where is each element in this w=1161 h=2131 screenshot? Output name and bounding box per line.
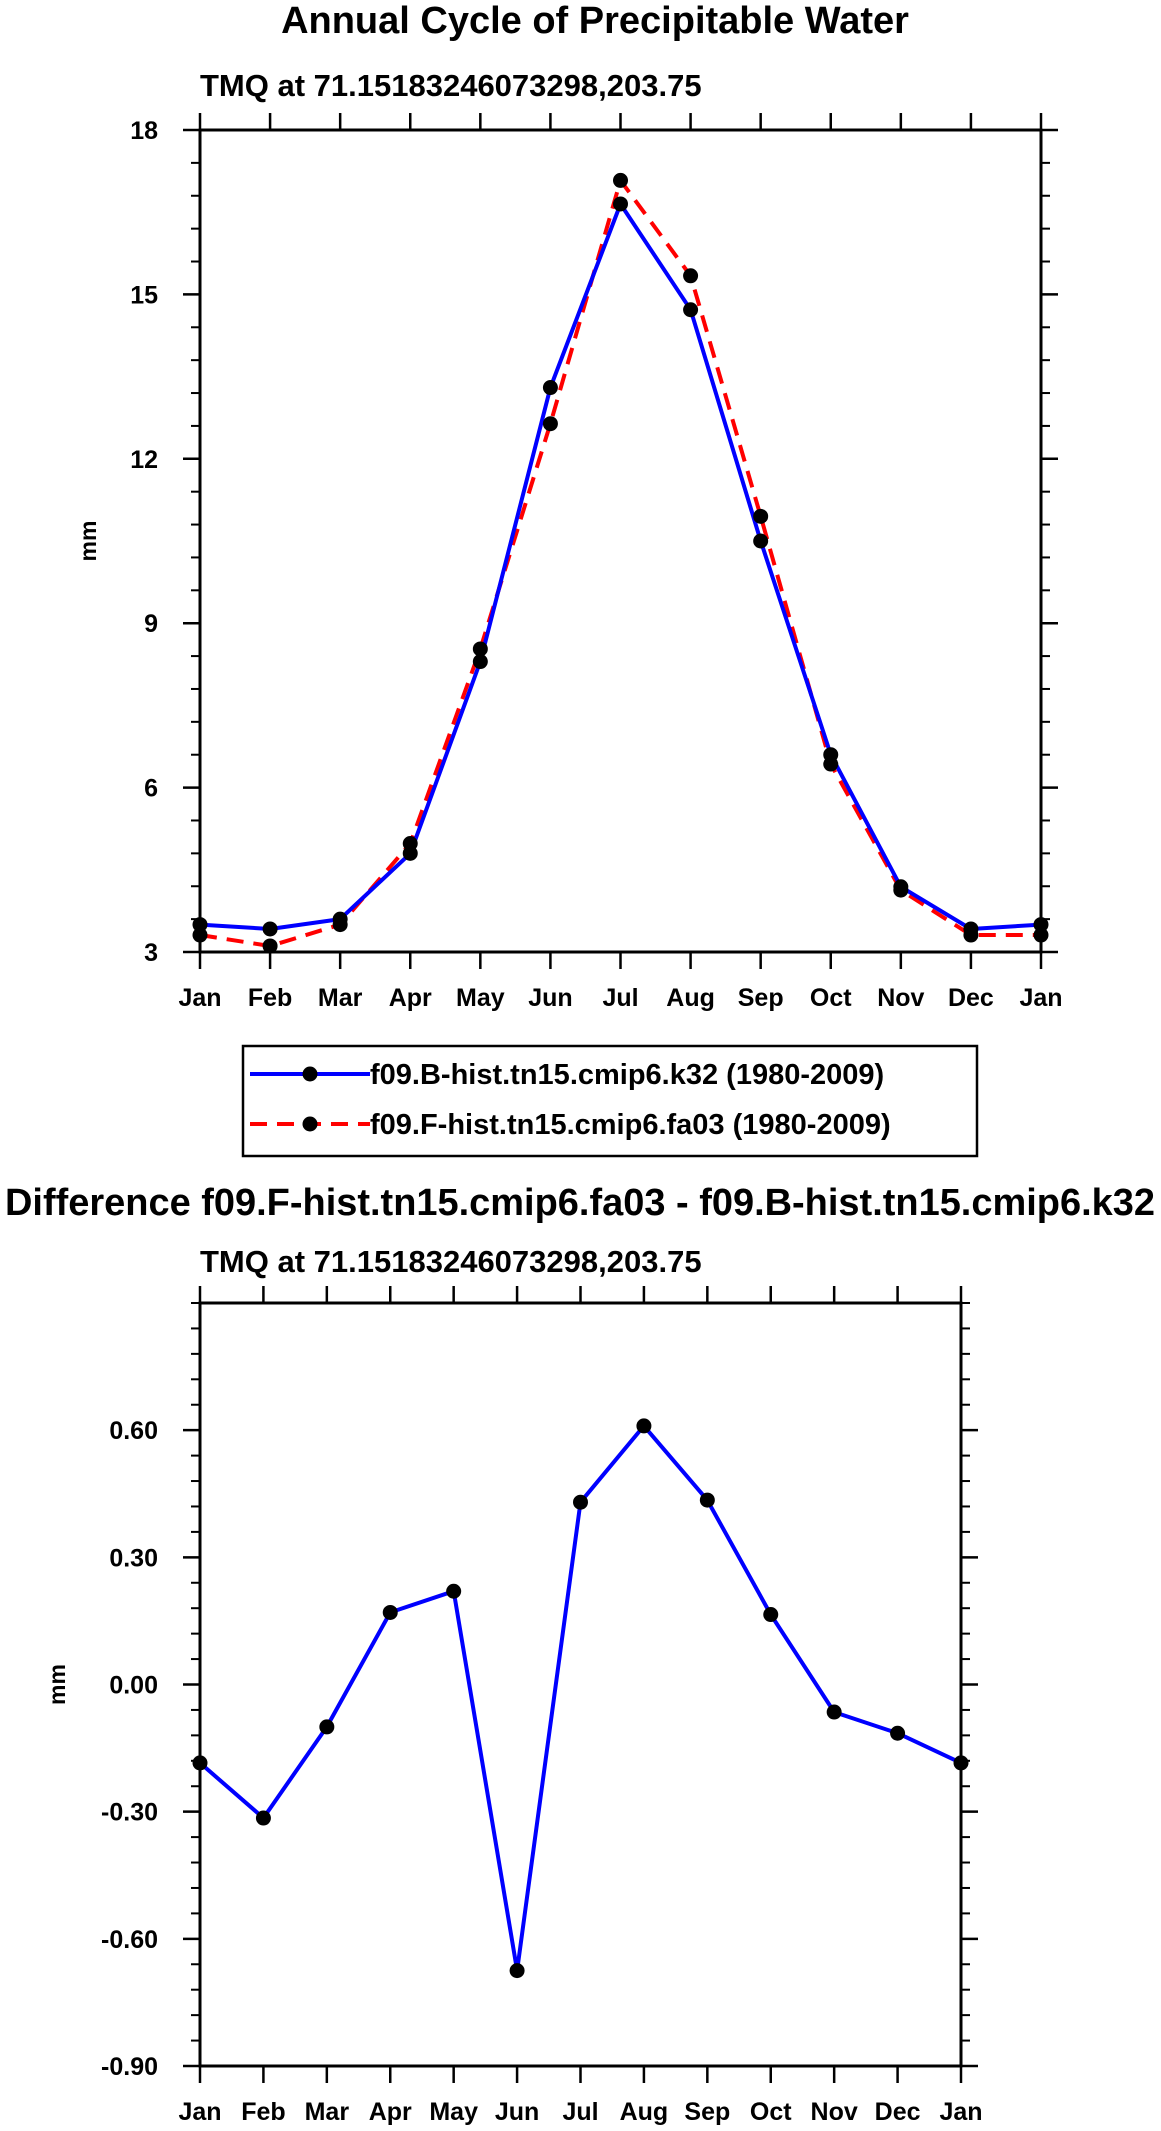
y-tick-label: 15 — [130, 281, 158, 309]
series-1-point — [542, 380, 558, 396]
x-tick-label: Apr — [369, 2098, 412, 2126]
y-tick-label: -0.90 — [101, 2053, 158, 2081]
series-1-point — [509, 1963, 525, 1979]
x-tick-label: Feb — [248, 984, 292, 1012]
series-2-point — [613, 172, 628, 188]
series-1-point — [446, 1583, 462, 1599]
series-1-point — [953, 1755, 969, 1771]
series-1-point — [636, 1418, 652, 1434]
series-1-point — [763, 1607, 779, 1623]
x-tick-label: Jan — [178, 2098, 221, 2126]
y-tick-label: -0.30 — [101, 1799, 158, 1827]
y-tick-label: -0.60 — [101, 1926, 158, 1954]
x-tick-label: Feb — [241, 2098, 285, 2126]
series-1-point — [699, 1492, 715, 1508]
series-1-point — [823, 747, 839, 763]
series-2-line — [199, 178, 1041, 948]
series-1-point — [255, 1810, 271, 1826]
x-tick-label: Nov — [877, 984, 924, 1012]
series-2-point — [192, 927, 208, 943]
x-tick-label: Jan — [939, 2098, 982, 2126]
chart-2-title: Difference f09.F-hist.tn15.cmip6.fa03 - … — [5, 1182, 1155, 1224]
series-1-point — [683, 302, 699, 318]
series-2-point — [542, 416, 558, 432]
series-1-point — [963, 921, 979, 937]
x-tick-label: Oct — [750, 2098, 792, 2126]
x-tick-label: Nov — [811, 2098, 858, 2126]
series-2-point — [472, 641, 488, 657]
series-1-point — [1033, 917, 1049, 933]
x-tick-label: Jun — [495, 2098, 539, 2126]
legend-marker-series-1 — [302, 1066, 318, 1082]
legend-box — [241, 1044, 979, 1158]
y-tick-label: 0.00 — [109, 1672, 158, 1700]
x-tick-label: Apr — [389, 984, 432, 1012]
x-tick-label: Jan — [1019, 984, 1062, 1012]
y-axis-label: mm — [44, 1664, 70, 1705]
y-tick-label: 0.30 — [109, 1544, 158, 1572]
series-1-line — [199, 202, 1042, 931]
series-1-point — [192, 917, 208, 933]
series-1-point — [382, 1604, 398, 1620]
series-1-point — [319, 1719, 335, 1735]
series-1-point — [332, 911, 348, 927]
x-tick-label: May — [456, 984, 505, 1012]
chart-1-legend: f09.B-hist.tn15.cmip6.k32 (1980-2009) f0… — [241, 1044, 979, 1158]
x-tick-label: Aug — [666, 984, 715, 1012]
plot-frame — [198, 1301, 963, 2068]
series-2-point — [753, 508, 769, 524]
series-1-point — [472, 654, 488, 670]
chart-2-plot: -0.90 -0.60 -0.30 0.00 0.30 0.60 Jan Feb Mar Apr M… — [44, 1286, 983, 2126]
series-1-point — [893, 879, 909, 895]
series-1-point — [826, 1704, 842, 1720]
chart-1-title: Annual Cycle of Precipitable Water — [281, 0, 909, 42]
series-1-point — [402, 845, 418, 861]
y-tick-label: 9 — [144, 610, 158, 638]
y-axis-label: mm — [75, 521, 101, 562]
x-tick-label: Jul — [562, 2098, 598, 2126]
series-1-point — [262, 921, 278, 937]
legend-marker-series-2 — [302, 1116, 318, 1132]
x-tick-label: Sep — [684, 2098, 730, 2126]
chart-1-plot: 3 6 9 12 15 18 Jan Feb Mar Apr May Jun Jul Aug Sep Oct N… — [75, 113, 1063, 1012]
x-tick-label: May — [429, 2098, 478, 2126]
y-tick-label: 3 — [144, 939, 158, 967]
series-2-point — [1033, 927, 1049, 943]
series-2-point — [262, 938, 278, 954]
series-2-point — [683, 268, 699, 284]
x-tick-label: Jun — [528, 984, 572, 1012]
y-tick-label: 6 — [144, 775, 158, 803]
x-tick-label: Sep — [738, 984, 784, 1012]
x-tick-label: Dec — [875, 2098, 921, 2126]
series-1-point — [890, 1725, 906, 1741]
chart-2-subtitle: TMQ at 71.15183246073298,203.75 — [200, 1244, 702, 1279]
x-tick-label: Dec — [948, 984, 994, 1012]
series-1-point — [613, 196, 628, 212]
series-1-point — [753, 533, 769, 549]
series-1-point — [573, 1494, 588, 1510]
series-1-point — [192, 1755, 208, 1771]
y-tick-label: 0.60 — [109, 1417, 158, 1445]
y-tick-label: 18 — [130, 117, 158, 145]
chart-1-subtitle: TMQ at 71.15183246073298,203.75 — [200, 68, 702, 103]
x-tick-label: Mar — [318, 984, 363, 1012]
legend-label-series-1: f09.B-hist.tn15.cmip6.k32 (1980-2009) — [370, 1059, 884, 1091]
plot-frame — [198, 128, 1043, 954]
y-tick-label: 12 — [130, 446, 158, 474]
x-tick-label: Mar — [305, 2098, 350, 2126]
x-tick-label: Aug — [620, 2098, 669, 2126]
x-tick-label: Oct — [810, 984, 852, 1012]
legend-label-series-2: f09.F-hist.tn15.cmip6.fa03 (1980-2009) — [370, 1109, 891, 1141]
x-tick-label: Jul — [602, 984, 638, 1012]
x-tick-label: Jan — [178, 984, 221, 1012]
